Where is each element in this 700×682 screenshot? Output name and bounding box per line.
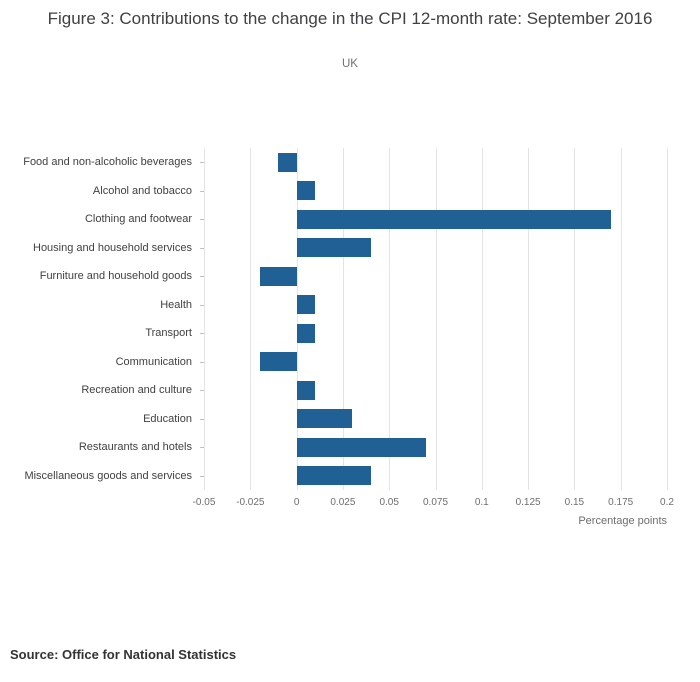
bar — [296, 466, 371, 486]
bar — [296, 437, 427, 457]
y-axis-label: Communication — [115, 355, 192, 368]
y-axis-label: Restaurants and hotels — [78, 441, 192, 454]
gridline — [620, 148, 622, 490]
y-axis-label: Alcohol and tobacco — [92, 184, 192, 197]
y-axis-label: Housing and household services — [33, 241, 192, 254]
chart-subtitle: UK — [342, 58, 358, 70]
bar — [296, 181, 316, 201]
y-axis-tick — [200, 162, 204, 164]
bar — [296, 380, 316, 400]
y-axis-tick — [200, 361, 204, 363]
x-axis-tick-label: 0 — [293, 497, 300, 508]
bar — [259, 352, 297, 372]
y-axis-labels: Food and non-alcoholic beverages Alcohol … — [0, 148, 204, 490]
y-axis-tick — [200, 418, 204, 420]
gridline — [435, 148, 437, 490]
y-axis-tick — [200, 447, 204, 449]
x-axis-tick-label: -0.025 — [236, 497, 265, 508]
source-note: Source: Office for National Statistics — [10, 647, 237, 662]
x-axis-tick-label: 0.2 — [660, 497, 674, 508]
plot-area: -0.05 -0.025 0 0.025 0.05 0.075 0.1 0.125 0.15 0.… — [193, 148, 674, 508]
chart-title: Figure 3: Contributions to the change in… — [47, 9, 653, 28]
gridline — [481, 148, 483, 490]
gridline — [342, 148, 344, 490]
bar — [296, 238, 371, 258]
bar — [296, 295, 316, 315]
bar — [296, 209, 612, 229]
bar — [278, 152, 297, 172]
gridline — [389, 148, 391, 490]
x-axis-tick-label: 0.15 — [564, 497, 585, 508]
y-axis-label: Health — [160, 298, 192, 311]
x-axis-tick-label: -0.05 — [192, 497, 216, 508]
gridline — [574, 148, 576, 490]
y-axis-tick — [200, 219, 204, 221]
gridline — [528, 148, 530, 490]
y-axis-tick — [200, 390, 204, 392]
x-axis-title: Percentage points — [578, 515, 667, 527]
y-axis-label: Food and non-alcoholic beverages — [23, 156, 192, 169]
y-axis-tick — [200, 190, 204, 192]
y-axis-tick — [200, 247, 204, 249]
y-axis-label: Miscellaneous goods and services — [24, 469, 192, 482]
x-axis-tick-label: 0.075 — [422, 497, 449, 508]
bar — [296, 323, 316, 343]
gridline — [204, 148, 205, 490]
x-axis-tick-label: 0.175 — [608, 497, 634, 508]
x-axis-tick-label: 0.05 — [379, 497, 399, 508]
bar — [296, 409, 353, 429]
x-axis-tick-label: 0.025 — [330, 497, 356, 508]
y-axis-tick — [200, 475, 204, 477]
bar — [259, 266, 297, 286]
y-axis-label: Transport — [145, 327, 192, 340]
y-axis-tick — [200, 333, 204, 335]
x-axis-tick-label: 0.1 — [474, 497, 489, 508]
y-axis-tick — [200, 276, 204, 278]
gridline — [250, 148, 252, 490]
gridline — [667, 148, 668, 490]
y-axis-tick — [200, 304, 204, 306]
y-axis-label: Furniture and household goods — [39, 270, 192, 283]
gridline — [296, 148, 298, 490]
y-axis-label: Education — [143, 412, 192, 425]
y-axis-label: Clothing and footwear — [84, 213, 192, 226]
x-axis-tick-label: 0.125 — [515, 497, 541, 508]
y-axis-label: Recreation and culture — [81, 384, 192, 397]
